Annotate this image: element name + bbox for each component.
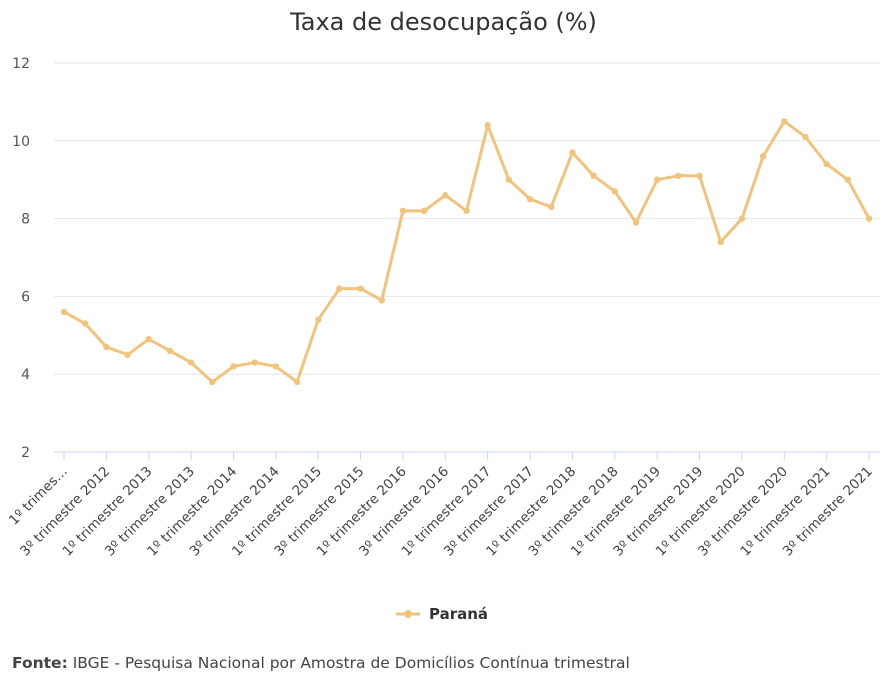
data-point[interactable] xyxy=(103,343,110,351)
data-point[interactable] xyxy=(569,149,576,156)
data-point[interactable] xyxy=(378,297,385,304)
data-point[interactable] xyxy=(293,378,301,386)
data-point[interactable] xyxy=(611,188,618,195)
gridlines xyxy=(54,62,880,375)
source-note: Fonte: IBGE - Pesquisa Nacional por Amos… xyxy=(12,654,630,672)
series-line-parana[interactable] xyxy=(62,119,871,384)
data-point[interactable] xyxy=(632,219,640,226)
y-tick-label: 4 xyxy=(21,367,30,383)
data-point[interactable] xyxy=(738,215,746,222)
data-point[interactable] xyxy=(675,172,682,180)
y-tick-label: 8 xyxy=(21,212,30,228)
data-point[interactable] xyxy=(548,203,555,211)
y-tick-label: 6 xyxy=(21,289,30,305)
data-point[interactable] xyxy=(60,308,68,316)
data-point[interactable] xyxy=(717,238,724,246)
source-text: IBGE - Pesquisa Nacional por Amostra de … xyxy=(67,654,630,672)
data-point[interactable] xyxy=(865,215,873,222)
legend[interactable]: Paraná xyxy=(395,603,488,625)
data-point[interactable] xyxy=(590,172,597,180)
y-axis-ticks: 2 4 6 8 10 12 xyxy=(12,56,30,461)
data-point[interactable] xyxy=(442,192,449,199)
data-point[interactable] xyxy=(251,359,258,366)
data-point[interactable] xyxy=(505,176,513,183)
chart-title: Taxa de desocupação (%) xyxy=(290,8,597,36)
legend-item-parana[interactable]: Paraná xyxy=(429,605,489,623)
data-point[interactable] xyxy=(124,351,131,358)
series-parana[interactable] xyxy=(60,118,873,386)
data-point[interactable] xyxy=(81,320,89,327)
legend-symbol xyxy=(396,610,420,618)
data-point[interactable] xyxy=(209,378,216,386)
data-point[interactable] xyxy=(230,363,237,370)
data-point[interactable] xyxy=(420,207,428,215)
data-point[interactable] xyxy=(166,347,174,355)
data-point[interactable] xyxy=(759,153,767,160)
data-point[interactable] xyxy=(484,122,491,129)
data-point[interactable] xyxy=(696,172,703,180)
data-point[interactable] xyxy=(844,176,852,183)
data-point[interactable] xyxy=(315,316,322,323)
data-point[interactable] xyxy=(823,160,830,168)
data-point[interactable] xyxy=(526,195,534,203)
data-point[interactable] xyxy=(272,363,280,370)
data-point[interactable] xyxy=(336,285,343,292)
data-point[interactable] xyxy=(463,207,470,215)
data-point[interactable] xyxy=(357,285,364,292)
data-point[interactable] xyxy=(802,133,809,141)
data-point[interactable] xyxy=(145,335,152,343)
y-tick-label: 2 xyxy=(21,445,30,461)
data-point[interactable] xyxy=(399,207,407,215)
data-point[interactable] xyxy=(781,118,788,125)
source-label: Fonte: xyxy=(12,654,68,672)
y-tick-label: 12 xyxy=(12,56,30,72)
data-point[interactable] xyxy=(187,359,195,366)
y-tick-label: 10 xyxy=(12,134,30,150)
data-point[interactable] xyxy=(653,176,661,183)
